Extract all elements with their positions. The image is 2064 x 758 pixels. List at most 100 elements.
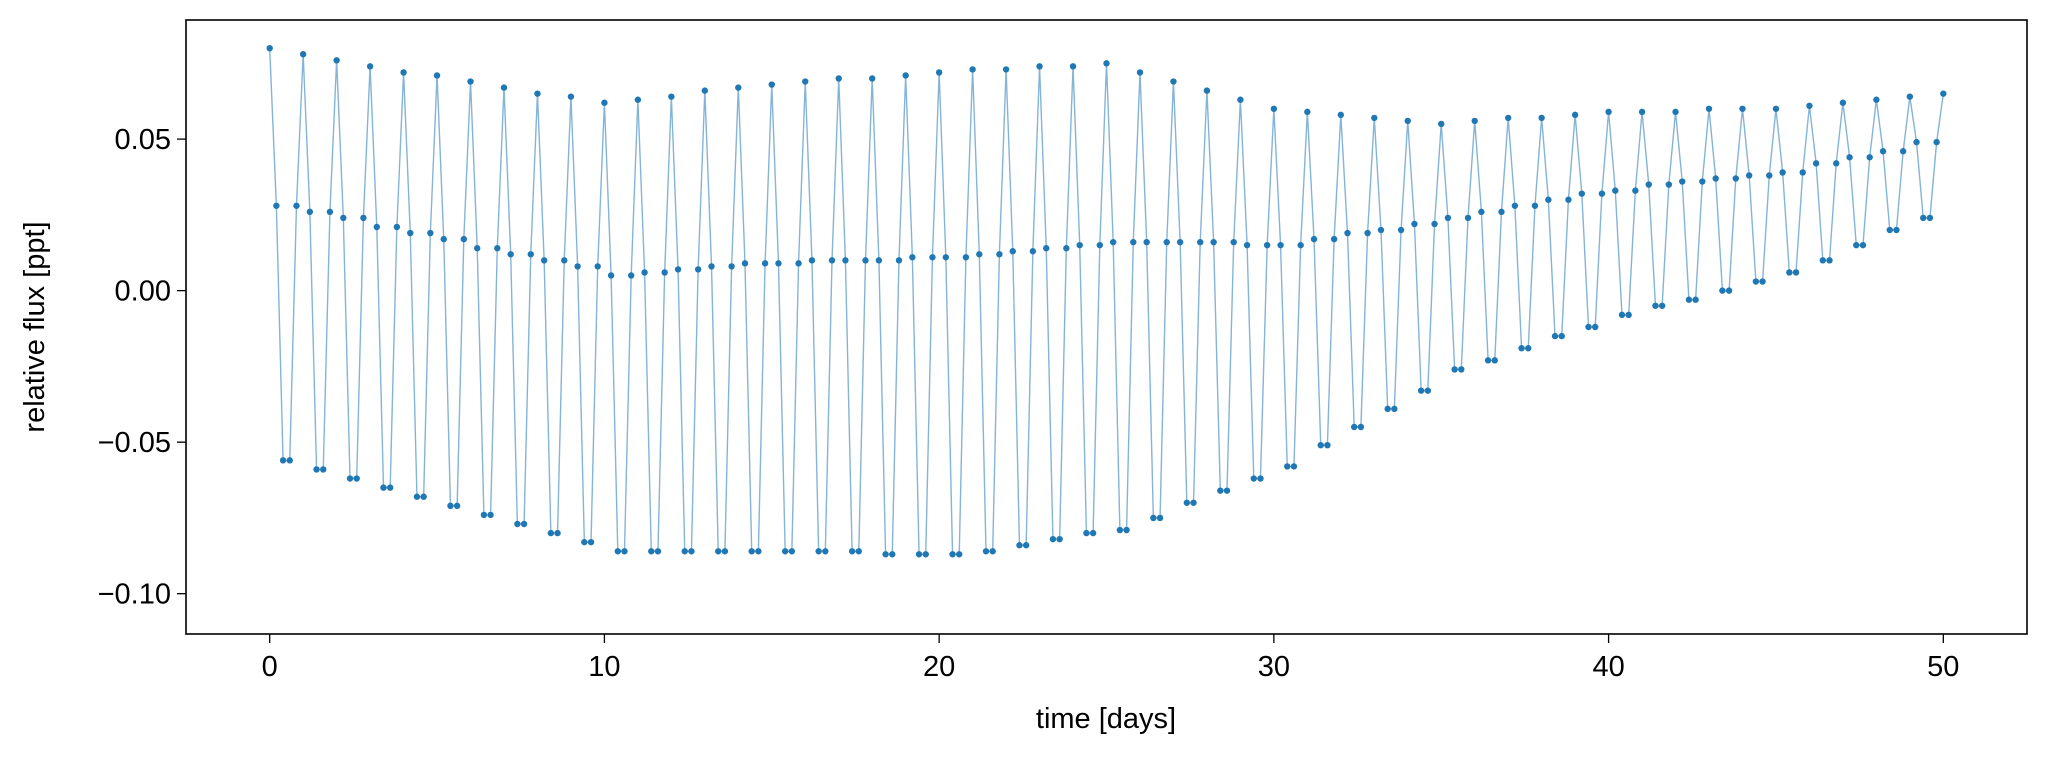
data-point bbox=[393, 223, 401, 231]
data-point bbox=[567, 93, 575, 100]
x-tick-label: 50 bbox=[1927, 651, 1959, 683]
data-point bbox=[1866, 154, 1873, 161]
data-point bbox=[400, 69, 407, 76]
data-point bbox=[1638, 108, 1646, 116]
data-point bbox=[1899, 148, 1907, 155]
y-tick-label: −0.10 bbox=[98, 579, 171, 611]
data-point bbox=[480, 511, 488, 519]
data-point bbox=[761, 260, 769, 267]
data-point bbox=[1458, 366, 1465, 373]
data-point bbox=[1625, 311, 1632, 319]
data-point bbox=[527, 251, 534, 258]
data-point bbox=[453, 502, 461, 510]
data-point bbox=[788, 548, 796, 555]
data-point bbox=[668, 93, 675, 100]
data-point bbox=[802, 78, 809, 85]
data-point bbox=[775, 260, 782, 267]
data-point bbox=[540, 257, 548, 264]
data-point bbox=[1022, 542, 1030, 549]
data-point bbox=[1886, 226, 1893, 234]
y-tick-label: 0.05 bbox=[115, 124, 171, 156]
data-point bbox=[1806, 102, 1813, 109]
data-point bbox=[922, 551, 929, 558]
data-point bbox=[1404, 117, 1411, 125]
data-point bbox=[755, 548, 762, 555]
data-point bbox=[648, 548, 655, 555]
data-point bbox=[1725, 287, 1733, 294]
data-point bbox=[1438, 120, 1445, 128]
data-point bbox=[1692, 296, 1699, 303]
data-point bbox=[1551, 332, 1559, 340]
data-point bbox=[1163, 238, 1170, 246]
data-point bbox=[313, 466, 320, 473]
data-point bbox=[366, 63, 374, 70]
data-point bbox=[1819, 257, 1827, 264]
data-point bbox=[1243, 241, 1251, 249]
data-point bbox=[1498, 208, 1505, 216]
data-point bbox=[1304, 108, 1311, 116]
data-point bbox=[587, 538, 595, 546]
plot-frame bbox=[185, 19, 2028, 635]
data-point bbox=[1116, 526, 1124, 534]
data-point bbox=[1913, 138, 1920, 146]
data-point bbox=[601, 99, 608, 106]
data-point bbox=[273, 202, 280, 209]
data-point bbox=[1605, 108, 1612, 116]
data-point bbox=[976, 251, 983, 258]
data-point bbox=[1766, 172, 1773, 179]
data-point bbox=[326, 208, 334, 216]
data-point bbox=[1853, 241, 1860, 249]
data-point bbox=[1183, 499, 1191, 506]
data-point bbox=[534, 90, 541, 97]
x-tick-label: 30 bbox=[1258, 651, 1290, 683]
data-point bbox=[1344, 229, 1351, 237]
data-point bbox=[701, 87, 709, 94]
data-point bbox=[340, 214, 347, 222]
data-point bbox=[1324, 441, 1331, 449]
data-point bbox=[728, 263, 735, 270]
data-point bbox=[1056, 535, 1063, 543]
y-tick-label: 0.00 bbox=[115, 276, 171, 308]
data-point bbox=[929, 254, 936, 261]
data-point bbox=[1525, 345, 1532, 352]
data-point bbox=[1223, 487, 1231, 494]
data-point bbox=[1940, 90, 1947, 97]
data-point bbox=[909, 254, 916, 261]
data-point bbox=[1230, 238, 1237, 246]
data-point bbox=[487, 511, 494, 519]
data-point bbox=[1083, 529, 1090, 537]
data-point bbox=[1571, 111, 1579, 119]
data-point bbox=[1933, 138, 1940, 146]
data-point bbox=[1150, 514, 1157, 522]
y-tick-label: −0.05 bbox=[98, 427, 171, 459]
data-point bbox=[1156, 514, 1164, 522]
data-point bbox=[1799, 169, 1806, 176]
data-point bbox=[1893, 226, 1900, 234]
data-point bbox=[1176, 238, 1184, 246]
data-point bbox=[1109, 238, 1117, 246]
data-point bbox=[1478, 208, 1485, 216]
data-point bbox=[547, 529, 555, 537]
data-point bbox=[1297, 241, 1304, 249]
data-point bbox=[1103, 60, 1110, 67]
data-point bbox=[694, 266, 702, 273]
data-point bbox=[1029, 248, 1037, 255]
data-point bbox=[1069, 63, 1077, 70]
data-point bbox=[360, 214, 367, 222]
data-point bbox=[574, 263, 581, 270]
data-point bbox=[949, 551, 956, 558]
data-point bbox=[935, 69, 943, 76]
data-point bbox=[1217, 487, 1224, 494]
data-point bbox=[413, 493, 421, 500]
data-point bbox=[293, 202, 300, 209]
data-point bbox=[333, 57, 340, 64]
data-point bbox=[1397, 226, 1405, 234]
data-point bbox=[500, 84, 508, 91]
data-point bbox=[1484, 357, 1492, 364]
data-point bbox=[915, 551, 923, 558]
data-point bbox=[1926, 214, 1934, 222]
data-point bbox=[721, 548, 729, 555]
data-point bbox=[1471, 117, 1478, 125]
data-point bbox=[1143, 238, 1150, 246]
